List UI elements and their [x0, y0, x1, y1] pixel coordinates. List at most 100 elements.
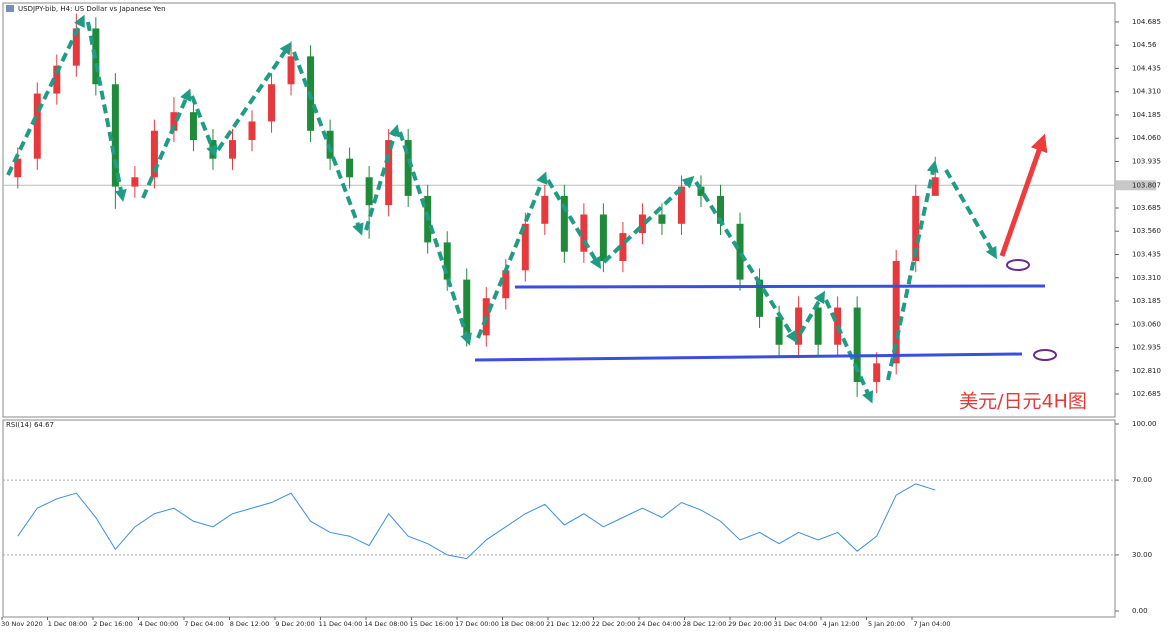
trend-arrow — [216, 42, 292, 152]
annotation-box — [946, 388, 1100, 416]
candle-body — [365, 177, 373, 206]
y-tick-label: 104.56 — [1132, 41, 1157, 49]
candle-body — [756, 279, 764, 317]
trend-arrow — [944, 169, 997, 260]
candle-body — [131, 177, 139, 187]
trend-arrow — [141, 88, 192, 199]
x-tick-label: 11 Dec 04:00 — [319, 620, 363, 628]
candle-body — [443, 242, 451, 280]
trend-arrow — [602, 175, 695, 264]
trend-arrow — [546, 178, 602, 270]
y-tick-label: 103.935 — [1132, 157, 1161, 165]
candle-body — [892, 261, 900, 364]
rsi-line — [17, 483, 936, 560]
x-tick-label: 17 Dec 00:00 — [455, 620, 499, 628]
y-tick-label: 102.685 — [1132, 390, 1161, 398]
trend-arrow — [398, 131, 472, 346]
candle-body — [463, 279, 471, 336]
forecast-arrow — [999, 133, 1048, 257]
candle-body — [404, 140, 412, 196]
candle-body — [677, 186, 685, 224]
y-tick-label: 104.185 — [1132, 111, 1161, 119]
candle-body — [521, 223, 529, 271]
candle-body — [111, 84, 119, 187]
y-tick-label: 70.00 — [1132, 476, 1152, 484]
marker-ellipse — [1006, 259, 1030, 271]
rsi-title: RSI(14) 64.67 — [6, 421, 54, 429]
y-tick-label: 103.060 — [1132, 320, 1161, 328]
candle-body — [560, 195, 568, 252]
candle-body — [53, 65, 61, 94]
y-tick-label: 104.060 — [1132, 134, 1161, 142]
trend-arrow — [86, 21, 127, 202]
y-tick-label: 103.560 — [1132, 227, 1161, 235]
trend-arrow — [364, 124, 401, 231]
annotation: 美元/日元4H图 — [959, 391, 1087, 413]
support-line — [474, 352, 1023, 362]
y-tick-label: 102.810 — [1132, 367, 1161, 375]
x-tick-label: 18 Dec 08:00 — [501, 620, 545, 628]
y-tick-label: 103.685 — [1132, 204, 1161, 212]
candle-body — [599, 214, 607, 262]
candle-body — [502, 270, 510, 299]
y-tick-label: 103.185 — [1132, 297, 1161, 305]
candle-body — [14, 158, 22, 178]
x-tick-label: 21 Dec 12:00 — [546, 620, 590, 628]
trend-arrow — [824, 299, 874, 404]
trend-arrow — [476, 171, 548, 339]
candle-body — [228, 140, 236, 159]
candle-body — [717, 195, 725, 224]
candle-body — [775, 316, 783, 345]
candle-body — [853, 307, 861, 382]
x-tick-label: 5 Jan 20:00 — [868, 620, 905, 628]
candle-body — [697, 186, 705, 196]
drawings — [6, 14, 1057, 404]
candle-body — [619, 233, 627, 262]
x-tick-label: 7 Dec 04:00 — [184, 620, 224, 628]
plot-layer: 104.685 104.56 104.435 104.310 104.185 104.06… — [1, 13, 1161, 628]
y-tick-label: 104.435 — [1132, 64, 1161, 72]
x-tick-label: 28 Dec 12:00 — [683, 620, 727, 628]
candle-body — [912, 195, 920, 262]
trend-arrow — [190, 95, 218, 158]
candle-body — [150, 130, 158, 178]
candle-body — [170, 112, 178, 131]
current-price-label: 103.807 — [1132, 181, 1161, 189]
x-tick-label: 7 Jan 04:00 — [913, 620, 950, 628]
x-tick-label: 1 Dec 08:00 — [48, 620, 88, 628]
candle-body — [268, 84, 276, 122]
symbol-icon — [6, 5, 14, 12]
y-tick-label: 103.435 — [1132, 251, 1161, 259]
candle-body — [385, 140, 393, 206]
x-tick-label: 8 Dec 12:00 — [230, 620, 270, 628]
candle-body — [931, 177, 939, 196]
marker-ellipse — [1033, 349, 1057, 361]
candle-body — [736, 223, 744, 280]
candle-body — [658, 214, 666, 224]
x-tick-label: 22 Dec 20:00 — [592, 620, 636, 628]
candle-body — [72, 28, 80, 66]
x-tick-label: 31 Dec 04:00 — [774, 620, 818, 628]
current-price-box — [1116, 180, 1156, 191]
y-tick-label: 104.310 — [1132, 88, 1161, 96]
candle-body — [638, 214, 646, 234]
x-tick-label: 4 Jan 12:00 — [822, 620, 859, 628]
y-tick-label: 103.310 — [1132, 274, 1161, 282]
y-tick-label: 100.00 — [1132, 420, 1157, 428]
candle-body — [541, 195, 549, 224]
trend-arrow — [798, 290, 826, 336]
x-tick-label: 14 Dec 08:00 — [364, 620, 408, 628]
candle-body — [248, 121, 256, 141]
chart-title: USDJPY-bib, H4: US Dollar vs Japanese Ye… — [18, 5, 166, 13]
y-tick-label: 104.685 — [1132, 18, 1161, 26]
trend-arrow — [694, 180, 798, 344]
x-tick-label: 24 Dec 04:00 — [637, 620, 681, 628]
resistance-line — [514, 284, 1046, 289]
trend-arrow — [6, 14, 85, 176]
rsi-panel — [2, 419, 1116, 618]
candle-body — [33, 93, 41, 159]
candle-body — [346, 158, 354, 178]
x-tick-label: 2 Dec 16:00 — [93, 620, 133, 628]
y-tick-label: 0.00 — [1132, 607, 1148, 615]
